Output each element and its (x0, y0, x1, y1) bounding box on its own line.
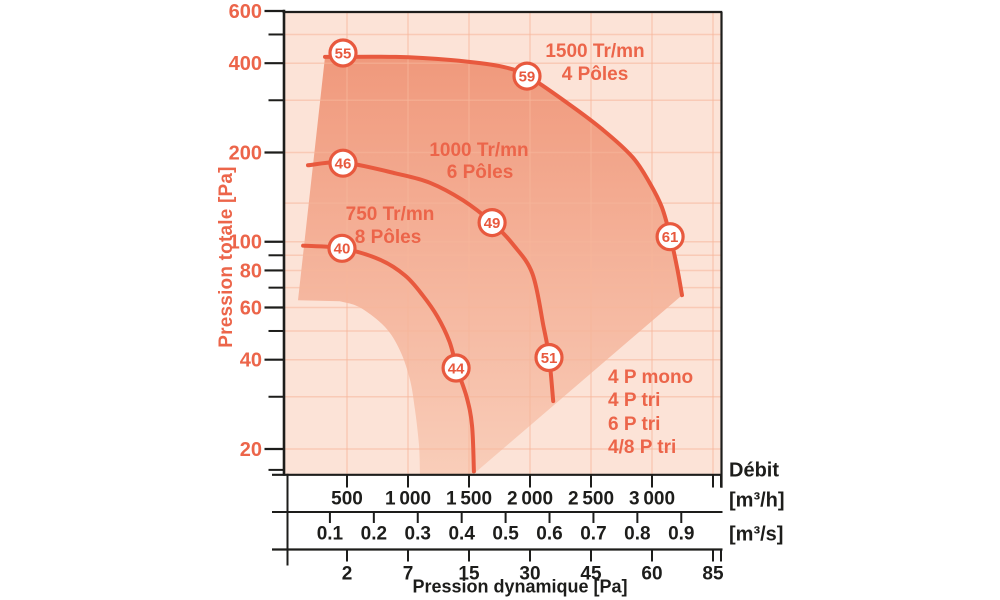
x2-tick-label: 0.4 (448, 524, 475, 545)
curve-label-1000-rpm: 1000 Tr/mn (429, 140, 529, 161)
x1-tick-label: 2 500 (568, 489, 614, 510)
efficiency-value: 59 (519, 68, 536, 85)
x2-tick-label: 0.3 (405, 524, 431, 545)
x3-tick-label: 45 (580, 564, 602, 585)
x3-tick-label: 30 (519, 564, 540, 585)
efficiency-value: 55 (335, 45, 352, 62)
efficiency-value: 49 (484, 215, 501, 232)
x-axis-m3s-unit: [m³/s] (729, 523, 784, 546)
motor-option: 6 P tri (608, 413, 661, 435)
x3-tick-label: 85 (702, 564, 724, 585)
curve-label-1000-poles: 6 Pôles (446, 162, 514, 183)
x2-tick-label: 0.5 (492, 524, 519, 545)
efficiency-marker (477, 208, 507, 238)
y-tick-label: 40 (240, 350, 262, 372)
curve-label-1500-poles: 4 Pôles (561, 64, 629, 85)
x-axis-m3h-unit: [m³/h] (729, 489, 785, 512)
efficiency-value: 46 (335, 156, 352, 173)
motor-option: 4/8 P tri (608, 436, 677, 458)
x1-tick-label: 1 000 (385, 489, 431, 510)
y-tick-label: 600 (229, 1, 262, 23)
efficiency-marker (534, 342, 564, 373)
curve-label-750-poles: 8 Pôles (354, 227, 422, 248)
x2-tick-label: 0.8 (624, 524, 650, 545)
efficiency-marker (441, 353, 471, 383)
y-tick-label: 60 (240, 298, 262, 320)
efficiency-marker (328, 38, 358, 68)
efficiency-value: 44 (448, 360, 465, 377)
y-tick-label: 200 (229, 142, 262, 164)
motor-option: 4 P mono (608, 367, 694, 388)
operating-envelope (298, 56, 682, 475)
y-axis-title: Pression totale [Pa] (216, 166, 237, 348)
motor-options-list: 4 P mono 4 P tri 6 P tri 4/8 P tri (608, 366, 693, 459)
efficiency-value: 51 (541, 350, 558, 367)
efficiency-marker (512, 61, 542, 91)
efficiency-marker (655, 222, 685, 252)
x2-tick-label: 0.6 (536, 524, 562, 545)
grid (284, 13, 721, 474)
x3-tick-label: 60 (641, 564, 662, 585)
fan-curve-750 (301, 243, 476, 474)
x1-tick-label: 2 000 (507, 489, 553, 510)
y-tick-label: 100 (229, 232, 262, 254)
curve-label-750-rpm: 750 Tr/mn (345, 204, 435, 225)
y-tick-label: 400 (229, 53, 262, 75)
x-axis-pression-dynamique-title: Pression dynamique [Pa] (412, 576, 628, 597)
y-tick-label: 80 (240, 260, 262, 282)
x2-tick-label: 0.9 (668, 524, 694, 545)
x1-tick-label: 3 000 (629, 489, 675, 510)
motor-option: 4 P tri (608, 390, 661, 412)
curve-label-1500-rpm: 1500 Tr/mn (545, 41, 645, 62)
x2-tick-label: 0.2 (361, 524, 387, 545)
efficiency-value: 40 (334, 241, 351, 258)
x1-tick-label: 1 500 (446, 489, 492, 510)
x2-tick-label: 0.7 (580, 524, 606, 545)
x3-tick-label: 2 (342, 564, 353, 585)
efficiency-marker (327, 233, 357, 263)
x2-tick-label: 0.1 (317, 524, 344, 545)
x3-tick-label: 7 (403, 564, 414, 585)
x3-tick-label: 15 (458, 564, 480, 585)
efficiency-marker (328, 148, 358, 178)
y-tick-label: 20 (240, 439, 262, 461)
x1-tick-label: 500 (331, 489, 363, 510)
efficiency-value: 61 (662, 229, 679, 246)
x-axis-debit-title: Débit (729, 459, 779, 482)
